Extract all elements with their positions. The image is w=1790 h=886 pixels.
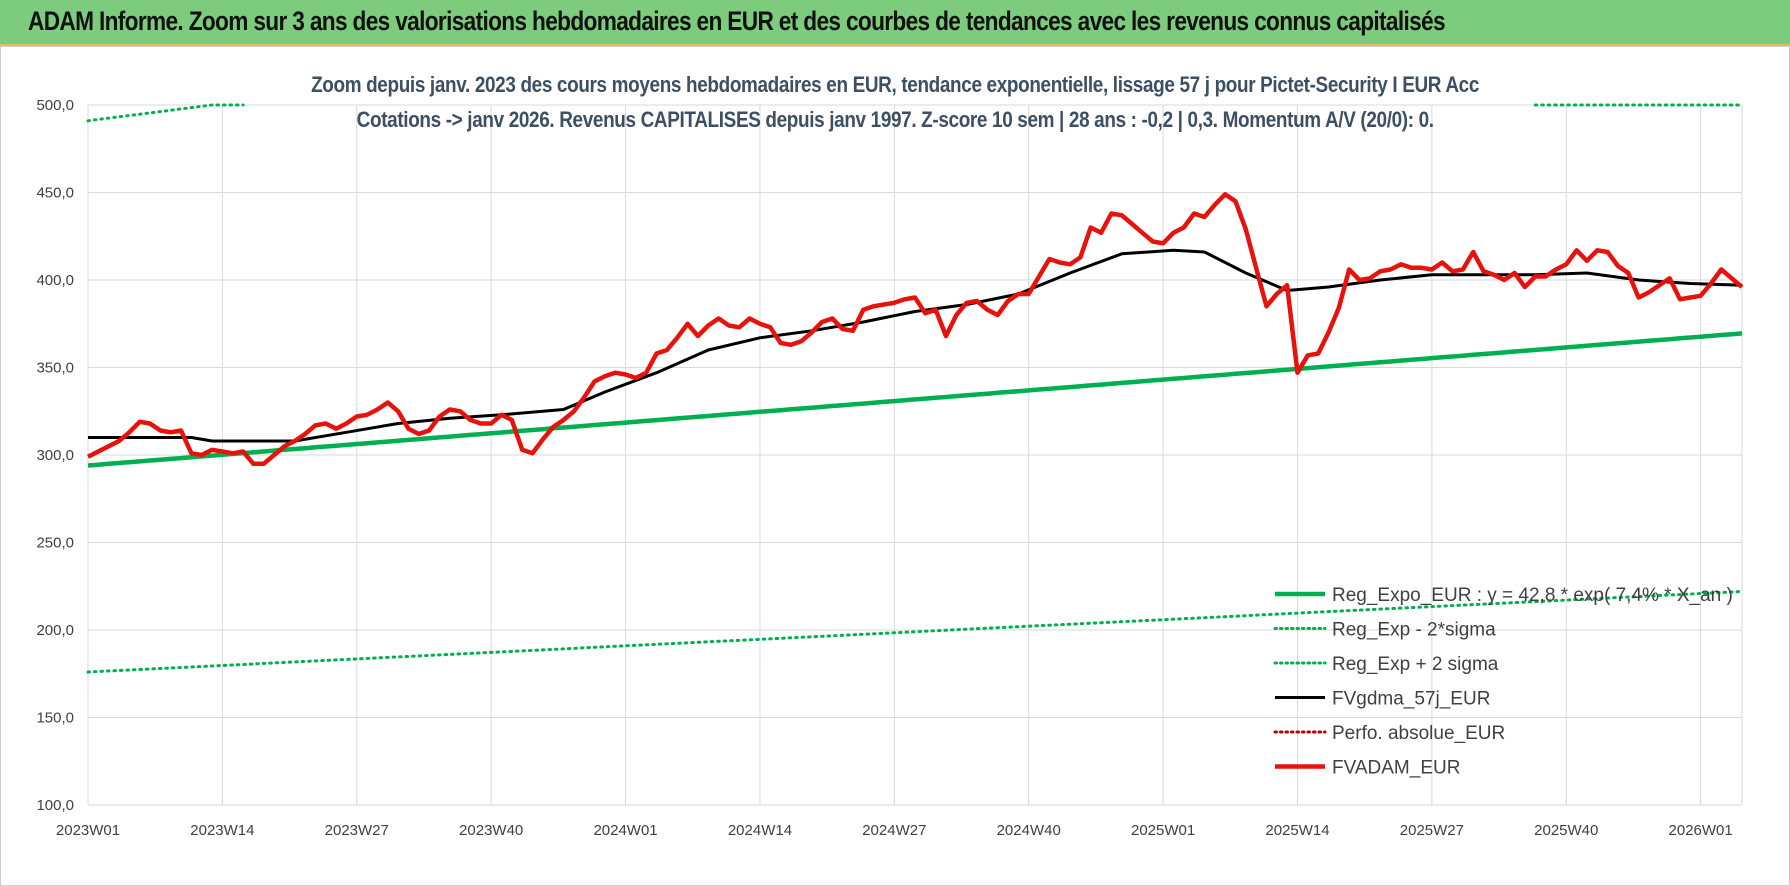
x-tick-label: 2025W01 [1131, 822, 1195, 839]
gridlines [87, 104, 1743, 806]
series-line-1 [86, 590, 1744, 674]
legend-label: FVADAM_EUR [1332, 758, 1460, 779]
x-tick-label: 2023W27 [325, 822, 389, 839]
series-line-3 [88, 248, 1743, 443]
y-tick-label: 300,0 [36, 447, 74, 464]
x-tick-label: 2024W01 [593, 822, 657, 839]
y-tick-label: 100,0 [36, 797, 74, 814]
x-tick-label: 2023W40 [459, 822, 523, 839]
banner: ADAM Informe. Zoom sur 3 ans des valoris… [0, 0, 1790, 46]
y-axis-ticks: 100,0 150,0 200,0 250,0 300,0 350,0 400,0 450,0… [36, 97, 74, 814]
y-tick-label: 250,0 [36, 535, 74, 552]
series-line-2 [86, 103, 245, 123]
legend-label: Reg_Exp + 2 sigma [1332, 654, 1499, 675]
legend: Reg_Expo_EUR : y = 42,8 * exp( 7,4% * X_… [1273, 585, 1733, 779]
series-lines [86, 103, 1744, 674]
legend-label: FVgdma_57j_EUR [1332, 689, 1490, 710]
x-tick-label: 2025W40 [1534, 822, 1598, 839]
x-tick-label: 2024W27 [862, 822, 926, 839]
y-tick-label: 400,0 [36, 272, 74, 289]
y-tick-label: 200,0 [36, 622, 74, 639]
series-line-0 [87, 331, 1743, 468]
banner-title: ADAM Informe. Zoom sur 3 ans des valoris… [28, 6, 1446, 36]
legend-label: Reg_Exp - 2*sigma [1332, 620, 1496, 641]
x-tick-label: 2025W27 [1400, 822, 1464, 839]
y-tick-label: 150,0 [36, 710, 74, 727]
y-tick-label: 450,0 [36, 185, 74, 202]
x-tick-label: 2024W40 [997, 822, 1061, 839]
y-tick-label: 500,0 [36, 97, 74, 114]
x-tick-label: 2024W14 [728, 822, 792, 839]
x-axis-ticks: 2023W01 2023W14 2023W27 2023W40 2024W01 2024W… [56, 822, 1733, 839]
legend-label: Perfo. absolue_EUR [1332, 723, 1505, 744]
x-tick-label: 2025W14 [1265, 822, 1329, 839]
series-line-5 [86, 192, 1744, 467]
x-tick-label: 2023W14 [190, 822, 254, 839]
legend-label: Reg_Expo_EUR : y = 42,8 * exp( 7,4% * X_… [1332, 585, 1733, 606]
chart-subtitle: Cotations -> janv 2026. Revenus CAPITALI… [356, 107, 1434, 132]
x-tick-label: 2026W01 [1669, 822, 1733, 839]
y-tick-label: 350,0 [36, 360, 74, 377]
chart-title: Zoom depuis janv. 2023 des cours moyens … [311, 72, 1479, 97]
x-tick-label: 2023W01 [56, 822, 120, 839]
